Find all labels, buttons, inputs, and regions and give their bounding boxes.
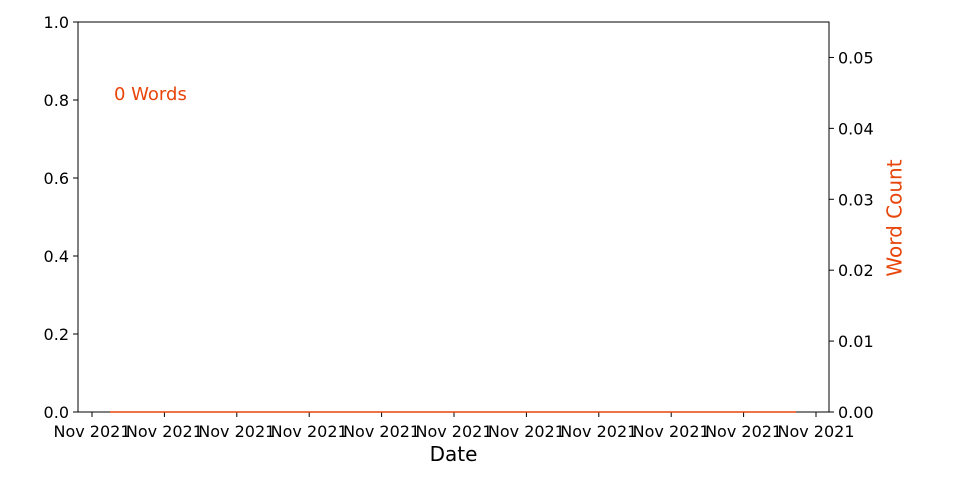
- x-axis-label: Date: [430, 442, 478, 466]
- left-tick-label: 0.8: [44, 91, 69, 110]
- x-tick-label: Nov 2021: [53, 422, 130, 441]
- x-tick-label: Nov 2021: [488, 422, 565, 441]
- left-tick-label: 0.2: [44, 325, 69, 344]
- x-tick-label: Nov 2021: [198, 422, 275, 441]
- x-tick-label: Nov 2021: [560, 422, 637, 441]
- left-tick-label: 0.4: [44, 247, 69, 266]
- x-tick-label: Nov 2021: [777, 422, 854, 441]
- plot-frame: [77, 21, 830, 413]
- x-tick-label: Nov 2021: [415, 422, 492, 441]
- x-tick-label: Nov 2021: [633, 422, 710, 441]
- left-tick-label: 0.6: [44, 169, 69, 188]
- right-axis-label: Word Count: [883, 159, 907, 276]
- right-tick-label: 0.02: [838, 261, 874, 280]
- right-tick-label: 0.04: [838, 119, 874, 138]
- x-tick-label: Nov 2021: [343, 422, 420, 441]
- x-tick-label: Nov 2021: [271, 422, 348, 441]
- right-tick-label: 0.03: [838, 190, 874, 209]
- left-tick-label: 1.0: [44, 13, 69, 32]
- word-total-annotation: 0 Words: [114, 84, 187, 105]
- x-tick-label: Nov 2021: [126, 422, 203, 441]
- x-tick-label: Nov 2021: [705, 422, 782, 441]
- right-axis-ticks: 0.00 0.01 0.02 0.03 0.04 0.05: [829, 48, 874, 422]
- right-tick-label: 0.00: [838, 403, 874, 422]
- left-tick-label: 0.0: [44, 403, 69, 422]
- right-tick-label: 0.05: [838, 48, 874, 67]
- left-axis-ticks: 0.0 0.2 0.4 0.6 0.8 1.0: [44, 13, 78, 422]
- plot-border: [77, 21, 830, 413]
- right-tick-label: 0.01: [838, 332, 874, 351]
